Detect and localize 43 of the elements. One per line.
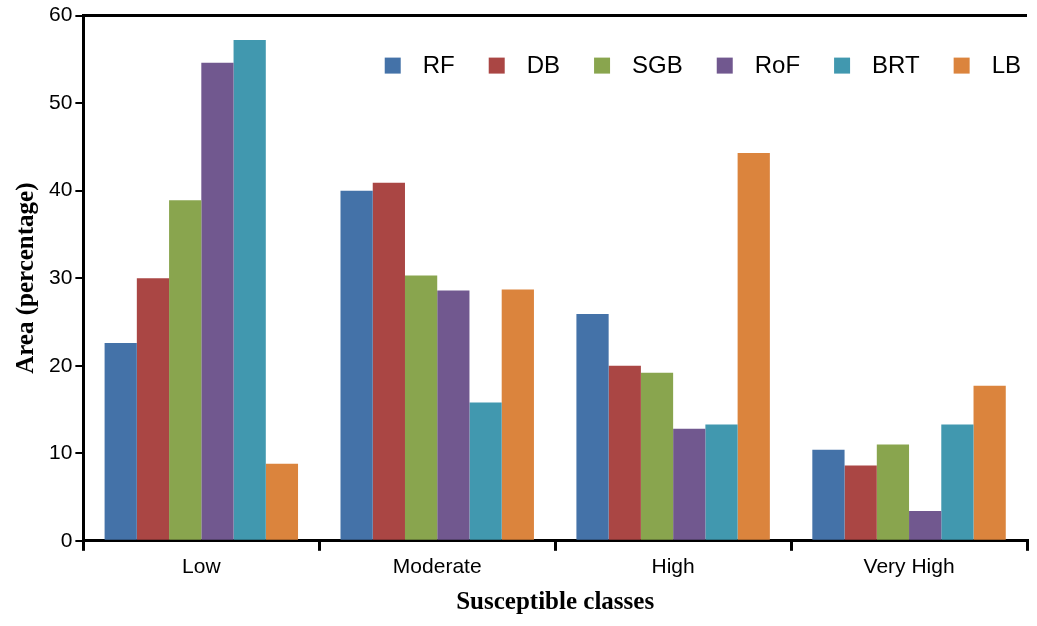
bar — [737, 153, 770, 540]
x-axis-title: Susceptible classes — [456, 587, 655, 615]
y-tick-label: 0 — [60, 527, 73, 551]
x-tick-label: Very High — [863, 554, 955, 578]
x-tick-label: High — [651, 554, 695, 578]
y-tick-label: 50 — [49, 89, 73, 113]
y-tick-label: 30 — [49, 265, 73, 288]
bar — [705, 424, 738, 540]
legend-label: SGB — [632, 51, 683, 79]
bar — [201, 62, 234, 540]
bar — [104, 342, 137, 540]
bar — [673, 428, 706, 540]
bar — [876, 444, 910, 540]
legend-label: RoF — [754, 51, 801, 79]
bar — [169, 200, 202, 540]
bar — [501, 289, 534, 540]
legend-label: DB — [526, 51, 561, 79]
y-tick-label: 10 — [49, 440, 73, 464]
bar — [640, 372, 674, 540]
y-tick-label: 40 — [49, 177, 73, 201]
y-tick-label: 20 — [49, 352, 73, 376]
bar — [909, 511, 942, 540]
x-tick-label: Moderate — [392, 554, 482, 578]
y-axis-title: Area (percentage) — [11, 182, 40, 374]
bar — [404, 275, 438, 540]
y-tick-label: 60 — [49, 2, 73, 26]
bar — [340, 190, 373, 540]
bar — [233, 40, 266, 540]
bar — [812, 449, 845, 540]
legend-label: RF — [422, 51, 455, 79]
bar — [437, 290, 470, 540]
bar — [941, 424, 974, 540]
bar — [136, 278, 170, 540]
bar — [576, 314, 609, 540]
legend-label: LB — [991, 51, 1021, 79]
x-tick-label: Low — [182, 554, 222, 578]
bar — [973, 385, 1006, 540]
bar — [372, 182, 405, 540]
legend-label: BRT — [872, 51, 920, 79]
bar — [844, 465, 877, 540]
bar — [265, 463, 299, 540]
bar — [469, 402, 502, 540]
bar — [608, 365, 641, 540]
